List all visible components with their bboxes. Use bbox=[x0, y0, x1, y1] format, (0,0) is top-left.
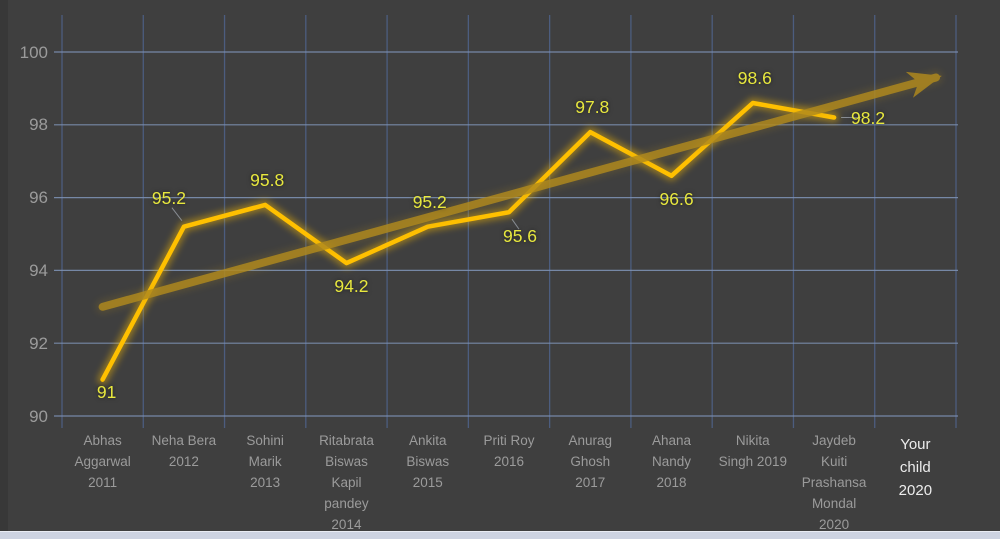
data-label: 96.6 bbox=[659, 188, 694, 209]
slide-bottom-edge bbox=[0, 531, 1000, 539]
data-label-leader bbox=[511, 218, 520, 230]
trend-arrow bbox=[98, 71, 942, 311]
data-label: 97.8 bbox=[575, 97, 610, 118]
x-axis-category-label: Neha Bera 2012 bbox=[151, 433, 217, 469]
x-axis-category-label: Abhas Aggarwal 2011 bbox=[74, 433, 131, 490]
data-label: 95.2 bbox=[151, 187, 186, 208]
y-axis-tick-label: 98 bbox=[29, 115, 48, 135]
x-axis-category-label: Priti Roy 2016 bbox=[483, 433, 535, 469]
y-axis-tick-label: 94 bbox=[29, 260, 48, 280]
x-axis-category-label: Nikita Singh 2019 bbox=[718, 433, 787, 469]
y-axis-tick-label: 100 bbox=[19, 42, 48, 62]
data-label-leader bbox=[171, 207, 183, 222]
data-label: 95.8 bbox=[250, 169, 285, 190]
x-axis-category-label: Ritabrata Biswas Kapil pandey 2014 bbox=[319, 433, 374, 532]
trend-arrow-group bbox=[95, 70, 943, 314]
x-axis-category-label: Ankita Biswas 2015 bbox=[406, 433, 450, 490]
y-axis-tick-label: 92 bbox=[29, 333, 48, 353]
x-axis-category-label: Jaydeb Kuiti Prashansa Mondal 2020 bbox=[801, 433, 867, 532]
data-label: 95.6 bbox=[502, 226, 538, 247]
data-label: 98.6 bbox=[737, 67, 772, 88]
x-axis-category-label: Sohini Marik 2013 bbox=[246, 433, 284, 490]
data-label: 98.2 bbox=[851, 107, 886, 128]
data-label: 95.2 bbox=[412, 191, 447, 212]
y-axis-tick-label: 90 bbox=[29, 406, 48, 426]
data-label: 91 bbox=[96, 381, 117, 402]
data-label: 94.2 bbox=[334, 276, 369, 297]
data-label-leaders bbox=[171, 117, 862, 230]
x-axis-category-label: Your child 2020 bbox=[898, 436, 933, 499]
slide-left-edge bbox=[0, 0, 8, 532]
x-axis-category-label: Anurag Ghosh 2017 bbox=[568, 433, 613, 490]
vertical-gridlines bbox=[61, 15, 957, 428]
x-axis-category-label: Ahana Nandy 2018 bbox=[652, 433, 692, 490]
y-axis-tick-label: 96 bbox=[29, 188, 48, 208]
